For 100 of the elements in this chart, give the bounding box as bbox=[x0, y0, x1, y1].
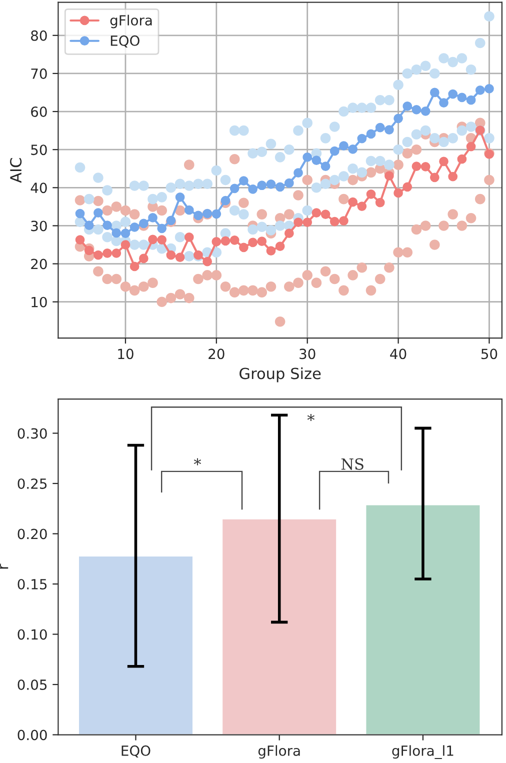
point bbox=[448, 89, 458, 99]
point bbox=[202, 256, 212, 266]
point bbox=[94, 208, 103, 218]
point bbox=[412, 104, 422, 114]
bar bbox=[364, 504, 482, 735]
point bbox=[157, 235, 167, 244]
point bbox=[230, 236, 240, 245]
annotation: * bbox=[307, 414, 315, 421]
point bbox=[430, 172, 440, 182]
x-tick-label: 50 bbox=[481, 348, 498, 360]
point bbox=[284, 228, 294, 238]
point bbox=[266, 246, 276, 256]
point bbox=[348, 197, 358, 207]
x-tick-label: gFlora bbox=[258, 745, 300, 759]
point bbox=[175, 252, 185, 262]
point bbox=[148, 234, 158, 244]
y-axis-title: AIC bbox=[10, 158, 22, 183]
bar bbox=[78, 555, 194, 735]
point bbox=[302, 218, 312, 227]
point bbox=[275, 242, 285, 251]
point bbox=[120, 240, 130, 250]
y-tick-label: 10 bbox=[32, 296, 47, 308]
point bbox=[75, 208, 85, 218]
x-tick-label: 20 bbox=[208, 348, 224, 360]
point bbox=[448, 172, 458, 182]
x-axis-title: Group Size bbox=[240, 367, 321, 382]
point bbox=[248, 184, 258, 194]
point bbox=[284, 178, 294, 188]
annotation: NS bbox=[341, 458, 364, 470]
point bbox=[330, 146, 340, 156]
point bbox=[475, 86, 485, 95]
legend-label: EQO bbox=[110, 35, 140, 48]
point bbox=[457, 92, 467, 102]
y-axis-title: r bbox=[0, 564, 8, 569]
point bbox=[484, 84, 494, 94]
point bbox=[357, 134, 367, 144]
point bbox=[384, 125, 394, 134]
y-tick-label: 30 bbox=[31, 220, 47, 232]
point bbox=[112, 248, 122, 258]
point bbox=[266, 180, 276, 189]
point bbox=[248, 238, 258, 248]
y-tick-label: 0.20 bbox=[18, 528, 47, 540]
point bbox=[212, 209, 222, 219]
y-tick-label: 50 bbox=[31, 144, 47, 156]
point bbox=[102, 248, 112, 258]
point bbox=[239, 242, 248, 252]
point bbox=[394, 188, 403, 198]
point bbox=[130, 262, 140, 272]
point bbox=[138, 218, 148, 228]
point bbox=[257, 180, 267, 190]
point bbox=[330, 216, 340, 226]
point bbox=[339, 141, 348, 150]
point bbox=[348, 144, 358, 154]
point bbox=[420, 162, 430, 172]
y-tick-label: 0.10 bbox=[18, 629, 47, 640]
point bbox=[184, 205, 194, 215]
y-tick-label: 40 bbox=[30, 182, 47, 194]
point bbox=[294, 168, 303, 178]
y-tick-label: 0.00 bbox=[18, 730, 47, 740]
point bbox=[184, 232, 194, 242]
point bbox=[130, 222, 140, 232]
y-tick-label: 0.05 bbox=[18, 679, 47, 690]
y-tick-label: 0.15 bbox=[18, 578, 47, 590]
point bbox=[339, 216, 348, 226]
y-tick-label: 0.25 bbox=[18, 478, 47, 489]
y-tick-label: 60 bbox=[31, 106, 47, 118]
point bbox=[402, 182, 412, 192]
point bbox=[420, 106, 430, 116]
point bbox=[294, 218, 303, 227]
point bbox=[102, 220, 112, 230]
point bbox=[148, 213, 158, 222]
point bbox=[412, 162, 422, 172]
point bbox=[75, 235, 85, 244]
legend-label: gFlora bbox=[110, 14, 152, 28]
point bbox=[302, 152, 312, 162]
point bbox=[457, 154, 467, 164]
y-tick-label: 20 bbox=[31, 258, 47, 270]
point bbox=[402, 102, 412, 111]
point bbox=[166, 250, 176, 260]
point bbox=[384, 171, 394, 181]
point bbox=[220, 236, 230, 246]
point bbox=[157, 224, 167, 234]
y-tick-label: 0.30 bbox=[18, 428, 47, 439]
point bbox=[112, 228, 122, 238]
point bbox=[366, 189, 376, 199]
point bbox=[439, 98, 448, 108]
point bbox=[439, 156, 448, 166]
point bbox=[320, 162, 330, 172]
point bbox=[375, 198, 385, 208]
point bbox=[84, 220, 94, 230]
point bbox=[466, 142, 476, 152]
point bbox=[230, 184, 240, 194]
point bbox=[430, 88, 440, 98]
x-tick-label: 40 bbox=[390, 348, 406, 360]
point bbox=[194, 210, 203, 220]
point bbox=[239, 176, 248, 186]
point bbox=[357, 202, 367, 211]
bar bbox=[221, 518, 338, 735]
x-tick-label: 30 bbox=[300, 348, 316, 360]
point bbox=[220, 196, 230, 206]
